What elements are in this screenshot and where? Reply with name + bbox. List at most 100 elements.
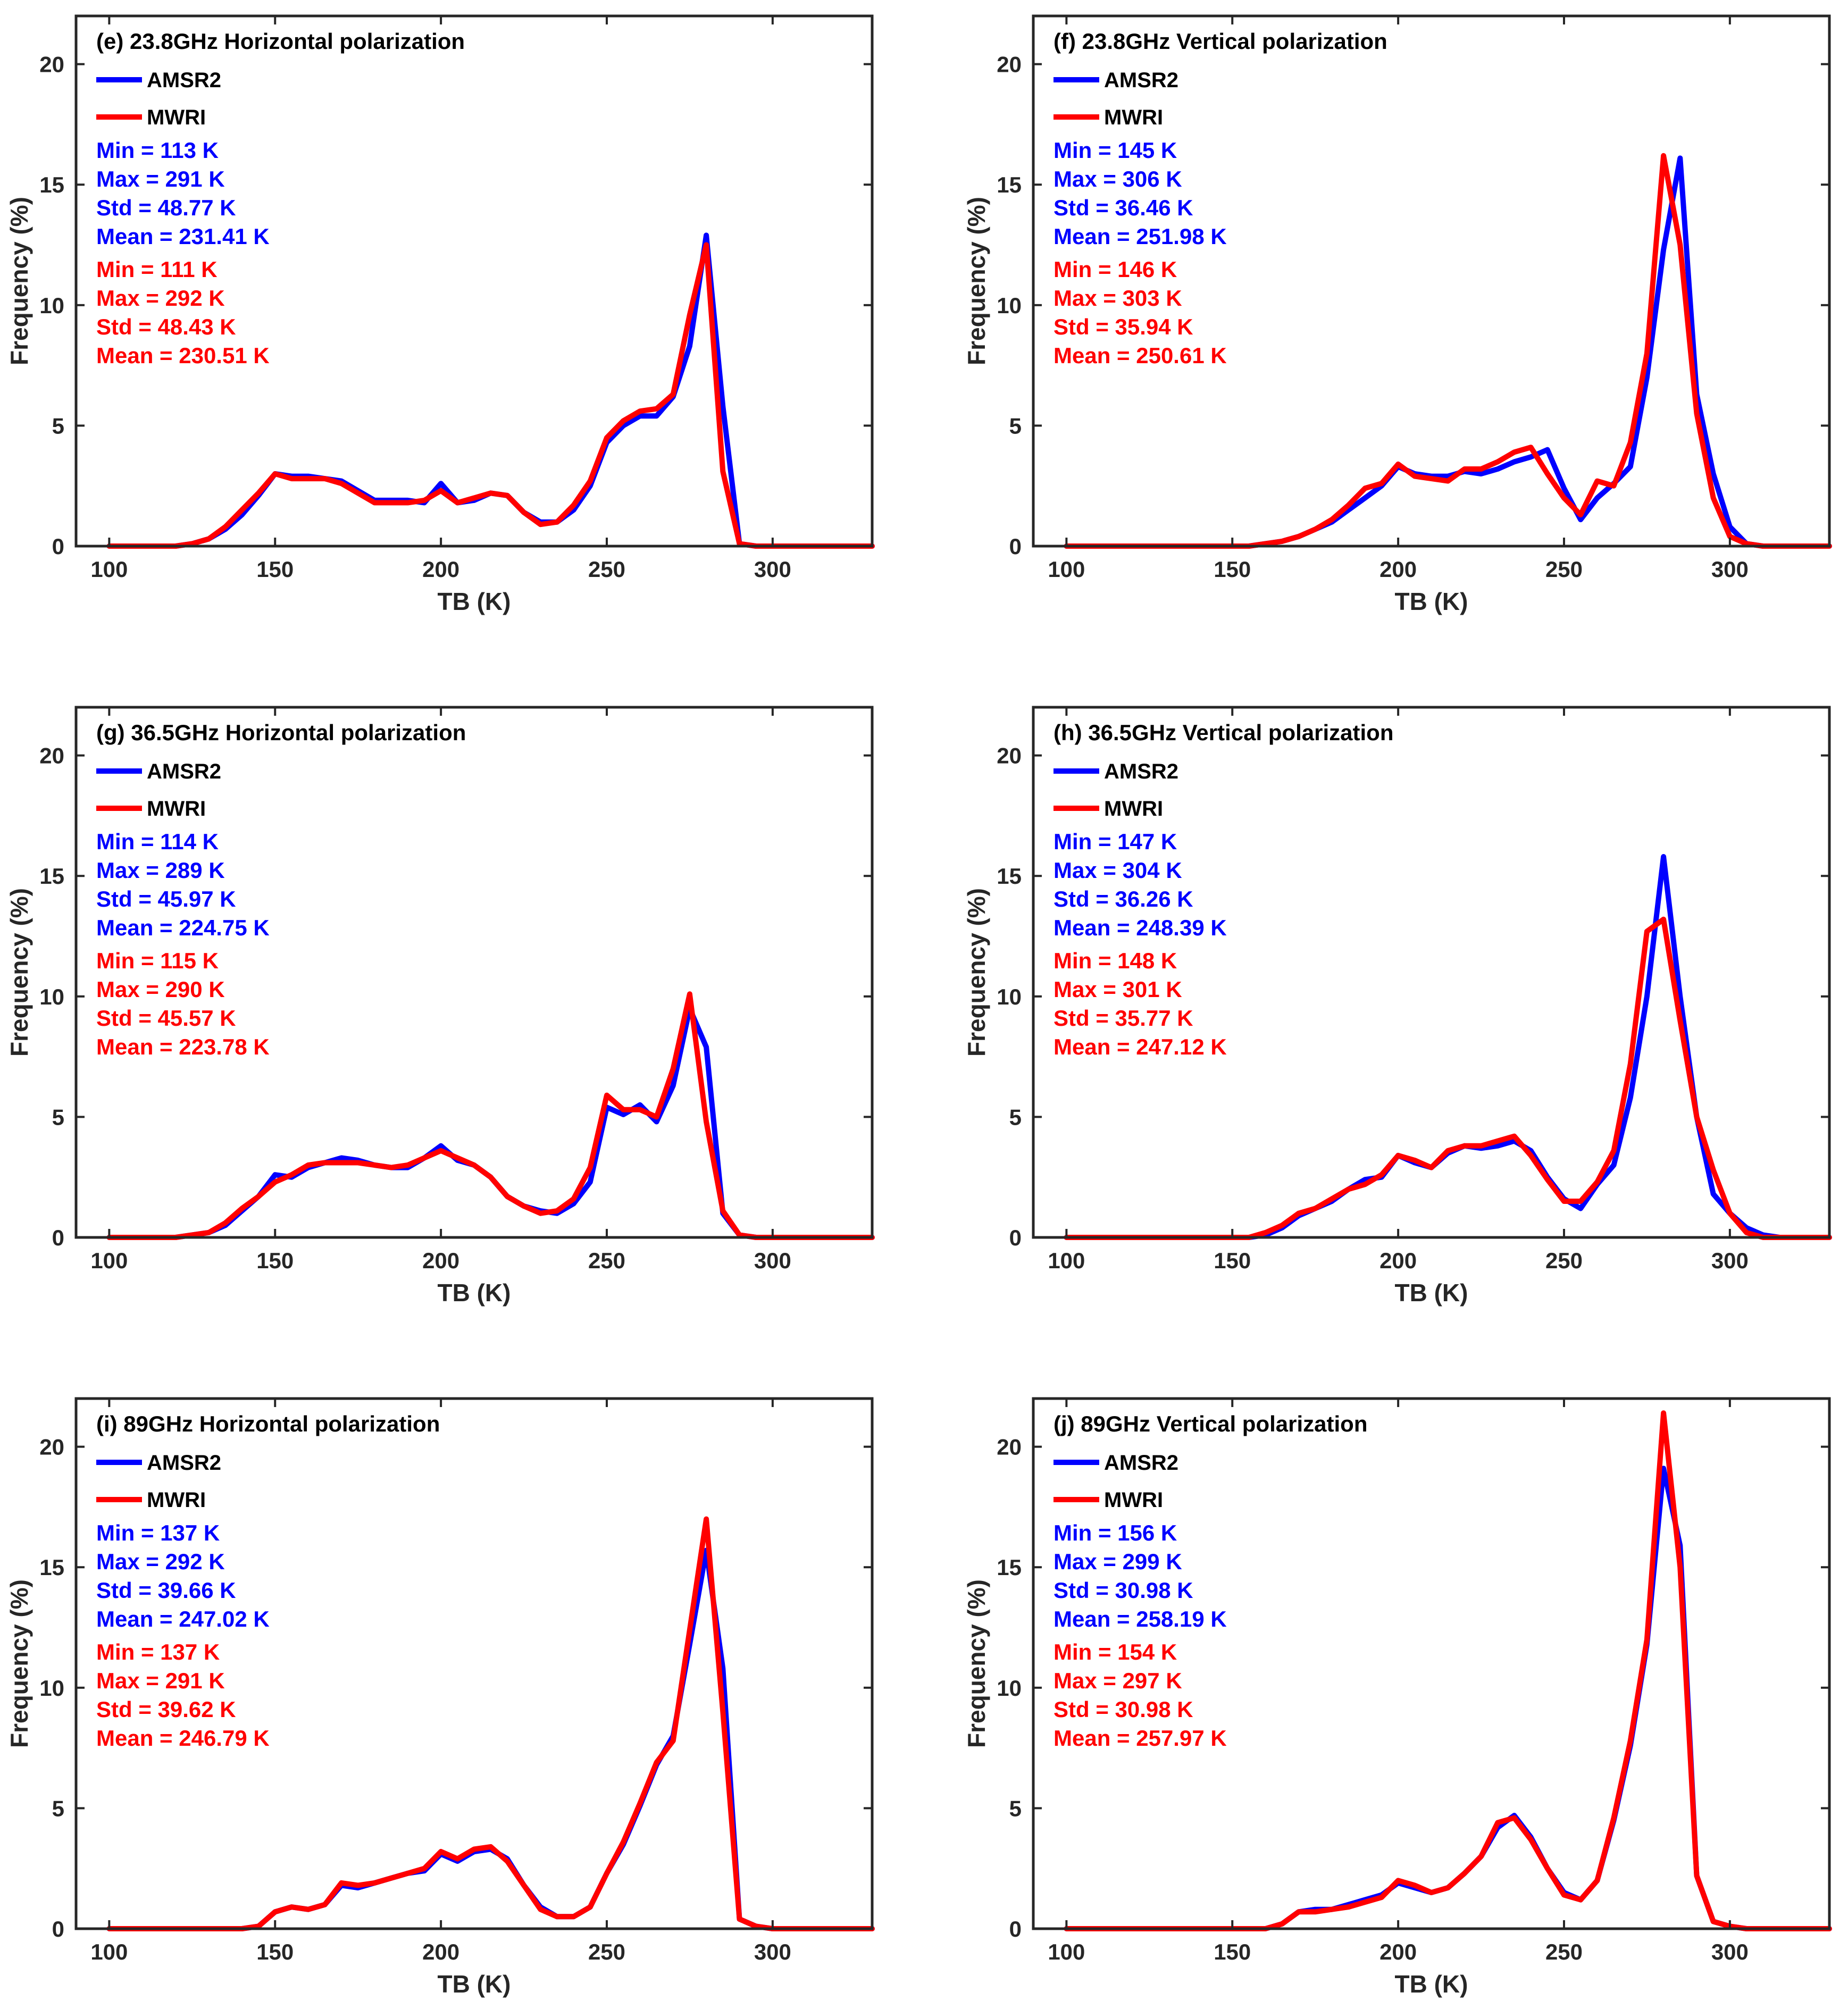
y-axis-label: Frequency (%) — [963, 888, 990, 1057]
panel-title: (i) 89GHz Horizontal polarization — [96, 1411, 440, 1436]
legend-label: MWRI — [1104, 797, 1163, 821]
x-tick-label: 200 — [422, 557, 459, 582]
stat-text-mwri: Std = 45.57 K — [96, 1006, 236, 1031]
stat-text-amsr2: Mean = 248.39 K — [1053, 915, 1227, 940]
panel-title: (h) 36.5GHz Vertical polarization — [1053, 720, 1394, 745]
stat-text-amsr2: Max = 306 K — [1053, 166, 1182, 191]
x-tick-label: 150 — [1214, 557, 1251, 582]
y-tick-label: 20 — [39, 52, 64, 77]
panel-title: (j) 89GHz Vertical polarization — [1053, 1411, 1367, 1436]
x-tick-label: 100 — [1048, 557, 1085, 582]
series-line-mwri — [1064, 916, 1832, 1240]
stat-text-mwri: Mean = 230.51 K — [96, 343, 270, 368]
series-line-mwri — [1064, 1410, 1832, 1931]
x-tick-label: 150 — [1214, 1939, 1251, 1964]
x-tick-label: 150 — [256, 557, 294, 582]
x-tick-label: 250 — [1545, 1248, 1583, 1273]
y-axis-label: Frequency (%) — [963, 1579, 990, 1748]
chart-svg: 100 150 200 250 300 0 5 10 15 20 TB (K) Frequency (… — [5, 14, 875, 615]
y-tick-label: 0 — [1009, 1225, 1022, 1250]
x-tick-label: 250 — [588, 1939, 625, 1964]
stat-text-amsr2: Min = 114 K — [96, 829, 219, 854]
x-tick-label: 300 — [754, 1939, 791, 1964]
series-line-mwri — [106, 991, 875, 1240]
panel-title: (e) 23.8GHz Horizontal polarization — [96, 29, 465, 54]
panel-title: (g) 36.5GHz Horizontal polarization — [96, 720, 466, 745]
x-tick-label: 100 — [90, 1939, 128, 1964]
stat-text-mwri: Max = 301 K — [1053, 977, 1182, 1002]
plot-area — [76, 707, 872, 1237]
x-tick-label: 300 — [754, 557, 791, 582]
chart-svg: 100 150 200 250 300 0 5 10 15 20 TB (K) Frequency (… — [963, 14, 1832, 615]
legend-label: AMSR2 — [1104, 760, 1178, 783]
x-axis-label: TB (K) — [1395, 588, 1468, 615]
axes-box — [74, 1397, 874, 1930]
x-tick-label: 150 — [1214, 1248, 1251, 1273]
x-axis-label: TB (K) — [438, 1279, 511, 1307]
stat-text-mwri: Std = 30.98 K — [1053, 1697, 1193, 1722]
legend-label: AMSR2 — [147, 1451, 221, 1475]
stat-text-amsr2: Std = 45.97 K — [96, 886, 236, 911]
series-line-mwri — [106, 242, 875, 549]
y-tick-label: 20 — [997, 52, 1022, 77]
stat-text-amsr2: Mean = 258.19 K — [1053, 1606, 1227, 1631]
stat-text-amsr2: Std = 39.66 K — [96, 1578, 236, 1603]
stat-text-mwri: Max = 290 K — [96, 977, 225, 1002]
y-axis-label: Frequency (%) — [5, 1579, 33, 1748]
stat-text-mwri: Min = 115 K — [96, 948, 219, 973]
y-tick-label: 15 — [39, 864, 64, 889]
y-tick-label: 10 — [997, 984, 1022, 1009]
stat-text-mwri: Mean = 246.79 K — [96, 1726, 270, 1751]
x-tick-label: 200 — [422, 1248, 459, 1273]
stat-text-mwri: Max = 291 K — [96, 1668, 225, 1693]
stat-text-amsr2: Mean = 251.98 K — [1053, 224, 1227, 249]
y-tick-label: 15 — [997, 864, 1022, 889]
x-axis-label: TB (K) — [1395, 1970, 1468, 1998]
x-tick-label: 100 — [90, 557, 128, 582]
x-tick-label: 100 — [90, 1248, 128, 1273]
y-tick-label: 10 — [997, 1676, 1022, 1701]
legend-label: AMSR2 — [147, 760, 221, 783]
legend-label: MWRI — [147, 1488, 206, 1512]
y-tick-label: 10 — [997, 293, 1022, 318]
y-tick-label: 0 — [52, 1916, 64, 1941]
chart-svg: 100 150 200 250 300 0 5 10 15 20 TB (K) Frequency (… — [5, 706, 875, 1307]
chart-panel: 100 150 200 250 300 0 5 10 15 20 TB (K) Frequency (… — [0, 1383, 924, 2009]
y-axis-label: Frequency (%) — [963, 197, 990, 365]
stat-text-mwri: Min = 137 K — [96, 1639, 220, 1664]
y-tick-label: 0 — [1009, 1916, 1022, 1941]
legend-label: MWRI — [147, 106, 206, 129]
y-tick-label: 10 — [39, 984, 64, 1009]
x-tick-label: 300 — [1711, 557, 1749, 582]
stat-text-amsr2: Max = 289 K — [96, 858, 225, 883]
series-line-mwri — [106, 1516, 875, 1931]
stat-text-mwri: Mean = 247.12 K — [1053, 1034, 1227, 1059]
stat-text-amsr2: Mean = 247.02 K — [96, 1606, 270, 1631]
stat-text-amsr2: Mean = 224.75 K — [96, 915, 270, 940]
stat-text-amsr2: Max = 291 K — [96, 166, 225, 191]
chart-panel: 100 150 200 250 300 0 5 10 15 20 TB (K) Frequency (… — [0, 691, 924, 1361]
legend-label: MWRI — [147, 797, 206, 821]
x-tick-label: 100 — [1048, 1248, 1085, 1273]
y-tick-label: 10 — [39, 1676, 64, 1701]
plot-area — [76, 16, 872, 546]
axes-box — [1032, 706, 1831, 1239]
stat-text-mwri: Mean = 250.61 K — [1053, 343, 1227, 368]
stat-text-mwri: Mean = 223.78 K — [96, 1034, 270, 1059]
y-tick-label: 5 — [52, 413, 64, 438]
y-tick-label: 0 — [52, 534, 64, 559]
axes-box — [1032, 1397, 1831, 1930]
legend-label: MWRI — [1104, 1488, 1163, 1512]
x-tick-label: 300 — [1711, 1939, 1749, 1964]
panel-title: (f) 23.8GHz Vertical polarization — [1053, 29, 1387, 54]
y-axis-label: Frequency (%) — [5, 888, 33, 1057]
y-tick-label: 5 — [1009, 413, 1022, 438]
y-tick-label: 20 — [997, 743, 1022, 768]
series-line-mwri — [1064, 153, 1832, 549]
y-tick-label: 15 — [997, 1555, 1022, 1580]
legend-label: AMSR2 — [147, 69, 221, 92]
x-tick-label: 250 — [588, 1248, 625, 1273]
y-axis-label: Frequency (%) — [5, 197, 33, 365]
stat-text-mwri: Std = 35.94 K — [1053, 314, 1193, 339]
stat-text-mwri: Min = 154 K — [1053, 1639, 1177, 1664]
